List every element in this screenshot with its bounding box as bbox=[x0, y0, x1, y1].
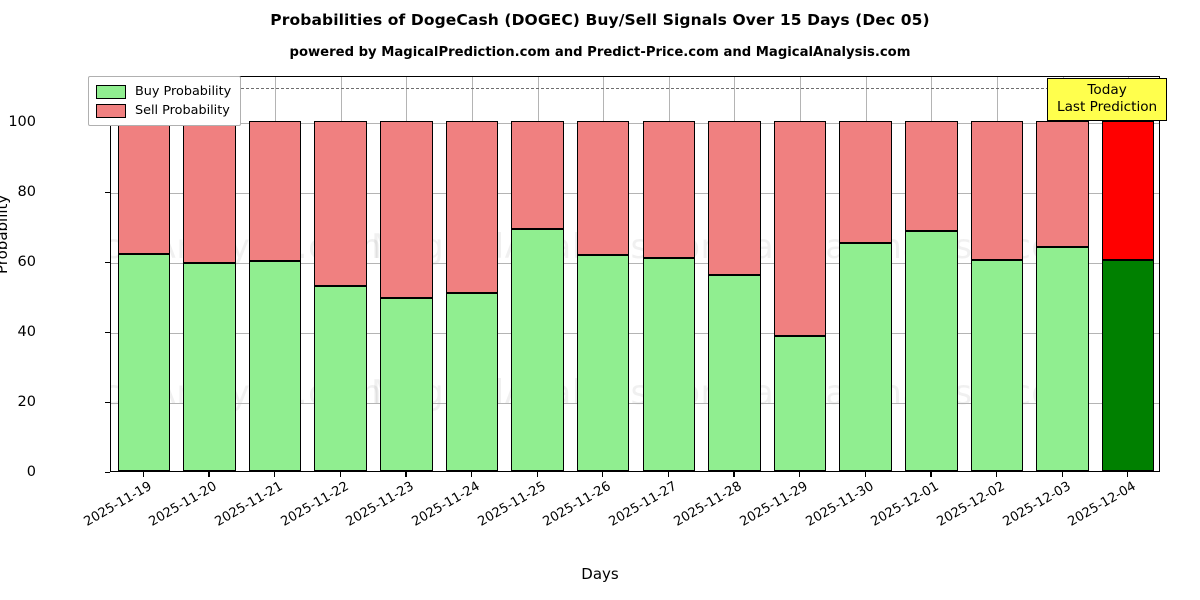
y-tick-mark bbox=[105, 331, 110, 333]
bar-group[interactable] bbox=[773, 77, 827, 471]
bar-segment-buy[interactable] bbox=[183, 262, 236, 471]
bar-segment-sell[interactable] bbox=[445, 120, 499, 293]
x-tick-mark bbox=[1061, 472, 1063, 477]
legend-item-buy: Buy Probability bbox=[96, 82, 231, 101]
gridline-horizontal bbox=[111, 332, 1159, 334]
x-tick-mark bbox=[405, 472, 407, 477]
y-tick-label: 20 bbox=[17, 393, 36, 410]
bar-segment-buy[interactable] bbox=[380, 297, 433, 471]
legend: Buy Probability Sell Probability bbox=[88, 76, 242, 126]
bar-segment-sell[interactable] bbox=[314, 120, 367, 286]
x-tick-mark bbox=[142, 472, 144, 477]
x-tick-mark bbox=[470, 472, 473, 477]
bar-group[interactable] bbox=[183, 77, 236, 471]
y-tick-label: 100 bbox=[8, 113, 36, 130]
y-tick-label: 0 bbox=[26, 464, 36, 480]
bar-group[interactable] bbox=[708, 77, 761, 471]
y-tick-mark bbox=[105, 261, 110, 263]
bar-segment-buy[interactable] bbox=[248, 261, 302, 471]
bar-segment-sell[interactable] bbox=[117, 120, 171, 254]
bar-segment-buy[interactable] bbox=[576, 255, 630, 471]
bar-segment-sell[interactable] bbox=[773, 120, 827, 337]
y-tick-mark bbox=[105, 191, 110, 193]
x-tick-mark bbox=[1127, 472, 1129, 477]
today-annotation-line1: Today bbox=[1087, 82, 1127, 98]
gridline-horizontal bbox=[111, 122, 1159, 124]
bar-segment-buy[interactable] bbox=[905, 231, 958, 471]
x-tick-mark bbox=[667, 472, 669, 477]
bar-segment-sell[interactable] bbox=[839, 120, 892, 244]
bar-segment-sell[interactable] bbox=[642, 120, 696, 258]
today-annotation: Today Last Prediction bbox=[1047, 78, 1168, 122]
bar-group[interactable] bbox=[248, 77, 302, 471]
bar-group[interactable] bbox=[380, 77, 433, 471]
chart-title: Probabilities of DogeCash (DOGEC) Buy/Se… bbox=[270, 11, 930, 29]
bar-segment-sell[interactable] bbox=[970, 120, 1024, 260]
bar-group[interactable] bbox=[445, 77, 499, 471]
legend-swatch-sell bbox=[96, 103, 126, 118]
bar-segment-buy[interactable] bbox=[708, 274, 761, 471]
bar-group[interactable] bbox=[839, 77, 892, 471]
y-tick-mark bbox=[105, 472, 110, 474]
bar-segment-buy[interactable] bbox=[511, 228, 564, 471]
legend-item-sell: Sell Probability bbox=[96, 101, 231, 120]
x-tick-mark bbox=[602, 472, 604, 477]
bar-segment-sell[interactable] bbox=[183, 120, 236, 263]
today-annotation-line2: Last Prediction bbox=[1057, 98, 1158, 115]
y-tick-mark bbox=[105, 401, 110, 404]
bar-group[interactable] bbox=[576, 77, 630, 471]
bar-group[interactable] bbox=[970, 77, 1024, 471]
bar-group[interactable] bbox=[117, 77, 171, 471]
bar-segment-buy[interactable] bbox=[642, 257, 696, 471]
legend-swatch-buy bbox=[96, 84, 126, 99]
bar-segment-sell[interactable] bbox=[380, 120, 433, 298]
legend-label-buy: Buy Probability bbox=[135, 84, 232, 99]
x-axis-label: Days bbox=[581, 565, 619, 583]
bar-segment-sell[interactable] bbox=[511, 120, 564, 229]
x-tick-mark bbox=[536, 472, 538, 477]
reference-line bbox=[111, 87, 1159, 89]
bar-segment-sell[interactable] bbox=[1036, 120, 1089, 248]
bar-segment-sell[interactable] bbox=[708, 120, 761, 275]
bar-segment-buy[interactable] bbox=[970, 259, 1024, 471]
x-tick-mark bbox=[995, 472, 998, 477]
bar-group[interactable] bbox=[1101, 77, 1155, 471]
gridline-horizontal bbox=[111, 262, 1159, 264]
bar-segment-sell[interactable] bbox=[248, 120, 302, 262]
gridline-horizontal bbox=[111, 402, 1159, 404]
bar-segment-sell[interactable] bbox=[1101, 120, 1155, 260]
x-tick-mark bbox=[208, 472, 210, 477]
x-tick-mark bbox=[339, 472, 341, 477]
bar-segment-sell[interactable] bbox=[576, 120, 630, 256]
bar-group[interactable] bbox=[1036, 77, 1089, 471]
y-tick-label: 60 bbox=[17, 253, 36, 270]
bar-segment-buy[interactable] bbox=[1101, 259, 1155, 471]
y-tick-label: 40 bbox=[17, 323, 36, 340]
bar-group[interactable] bbox=[642, 77, 696, 471]
x-tick-mark bbox=[733, 472, 735, 477]
bar-group[interactable] bbox=[511, 77, 564, 471]
bar-series bbox=[111, 77, 1159, 471]
bar-segment-buy[interactable] bbox=[445, 292, 499, 471]
y-tick-label: 80 bbox=[17, 183, 36, 200]
bar-segment-buy[interactable] bbox=[773, 336, 827, 471]
x-tick-mark bbox=[864, 472, 866, 477]
bar-segment-buy[interactable] bbox=[839, 243, 892, 471]
gridline-horizontal bbox=[111, 192, 1159, 194]
x-tick-mark bbox=[274, 472, 276, 477]
legend-label-sell: Sell Probability bbox=[135, 103, 230, 118]
chart-subtitle: powered by MagicalPrediction.com and Pre… bbox=[289, 45, 911, 60]
x-tick-mark bbox=[930, 472, 932, 477]
bar-segment-buy[interactable] bbox=[1036, 247, 1089, 471]
bar-segment-buy[interactable] bbox=[117, 253, 171, 471]
bar-group[interactable] bbox=[314, 77, 367, 471]
bar-segment-buy[interactable] bbox=[314, 285, 367, 471]
plot-area: MagicalAnalysis.comMagicalAnalysis.comMa… bbox=[110, 76, 1160, 472]
bar-group[interactable] bbox=[905, 77, 958, 471]
x-tick-mark bbox=[799, 472, 801, 477]
bar-segment-sell[interactable] bbox=[905, 120, 958, 232]
